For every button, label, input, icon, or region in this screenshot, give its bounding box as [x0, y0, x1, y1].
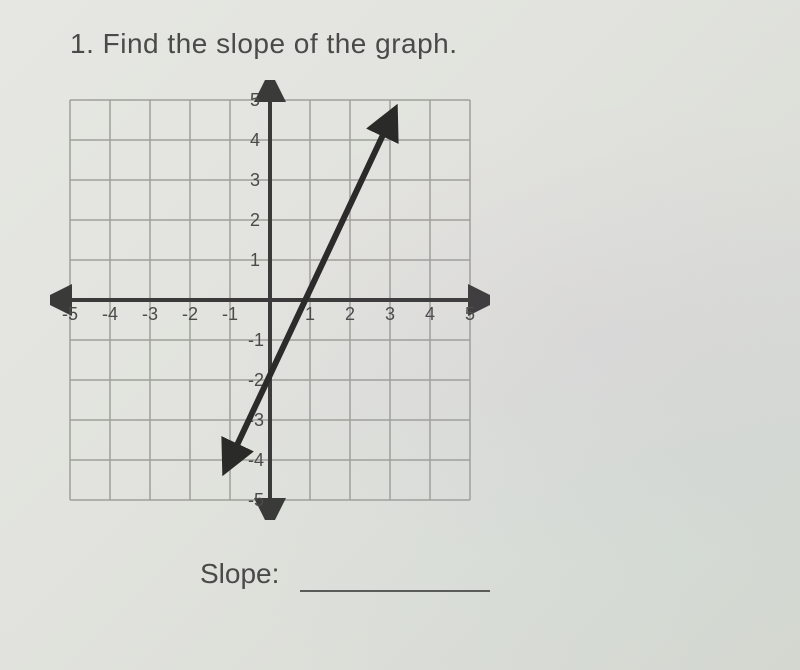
svg-text:-1: -1 — [248, 330, 264, 350]
svg-text:-2: -2 — [182, 304, 198, 324]
svg-text:-4: -4 — [248, 450, 264, 470]
answer-blank-line — [300, 590, 490, 592]
question-number: 1. — [70, 28, 94, 59]
svg-text:3: 3 — [250, 170, 260, 190]
question-prompt: Find the slope of the graph. — [103, 28, 458, 59]
graph-svg: -5-4-3-2-11234512345-1-2-3-4-5 — [50, 80, 490, 520]
svg-text:5: 5 — [465, 304, 475, 324]
svg-text:4: 4 — [425, 304, 435, 324]
svg-text:5: 5 — [250, 90, 260, 110]
slope-label: Slope: — [200, 558, 279, 590]
svg-text:-5: -5 — [248, 490, 264, 510]
svg-text:-5: -5 — [62, 304, 78, 324]
svg-text:2: 2 — [250, 210, 260, 230]
question-text: 1. Find the slope of the graph. — [70, 28, 458, 60]
svg-text:2: 2 — [345, 304, 355, 324]
svg-text:-4: -4 — [102, 304, 118, 324]
svg-text:-3: -3 — [142, 304, 158, 324]
coordinate-graph: -5-4-3-2-11234512345-1-2-3-4-5 — [50, 80, 490, 520]
svg-text:1: 1 — [250, 250, 260, 270]
svg-text:4: 4 — [250, 130, 260, 150]
svg-text:1: 1 — [305, 304, 315, 324]
svg-text:3: 3 — [385, 304, 395, 324]
svg-text:-1: -1 — [222, 304, 238, 324]
